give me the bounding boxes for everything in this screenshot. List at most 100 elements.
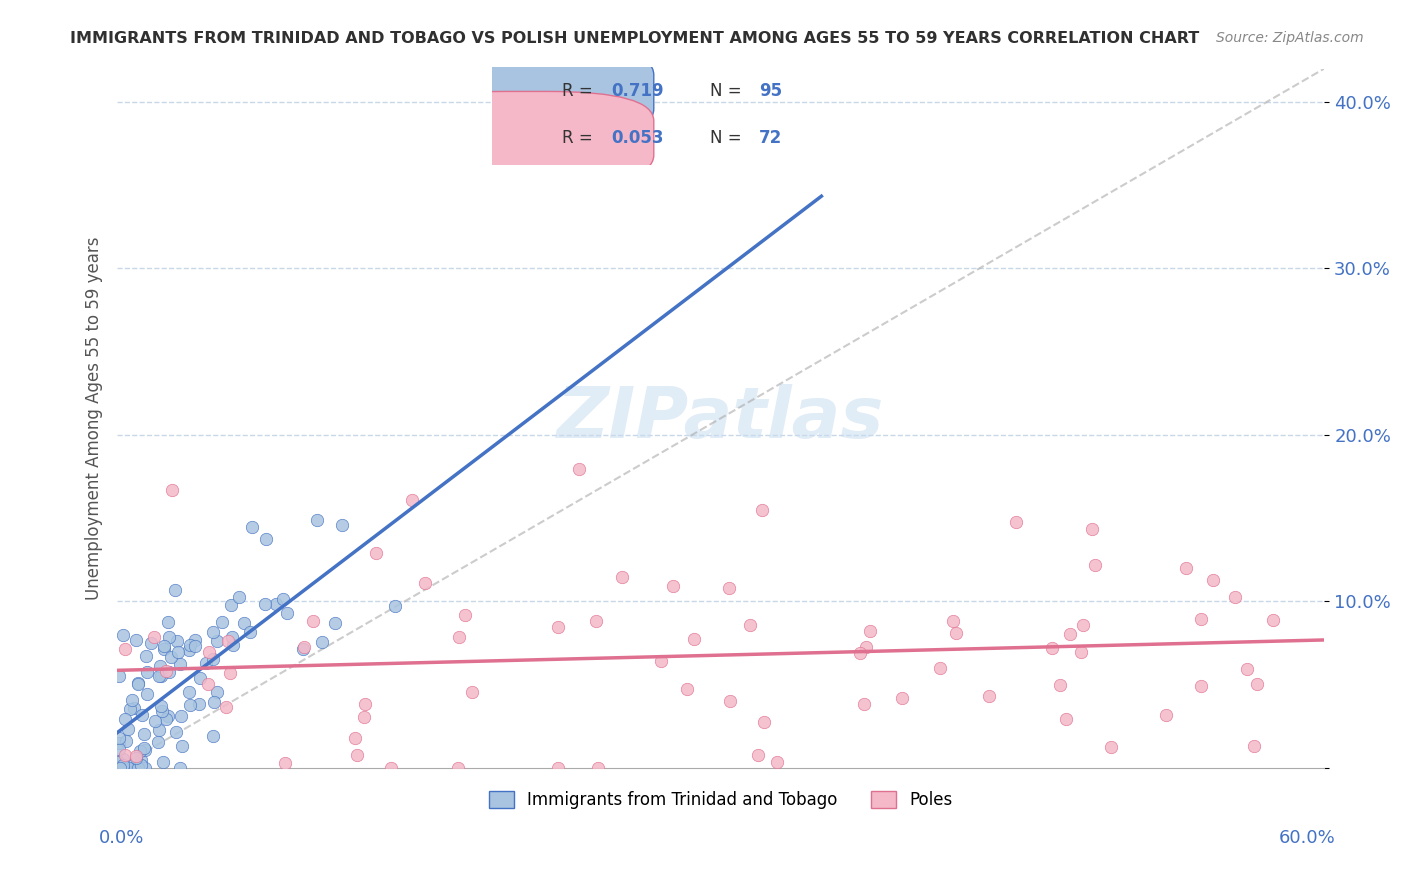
Point xyxy=(254,532,277,546)
Point xyxy=(751,503,773,517)
Text: 0.719: 0.719 xyxy=(612,82,664,101)
Point xyxy=(124,749,146,764)
Point xyxy=(1083,558,1105,573)
Point xyxy=(217,634,239,648)
Point xyxy=(179,698,201,712)
Point xyxy=(447,761,470,775)
Point xyxy=(125,751,148,765)
Point xyxy=(127,675,149,690)
Point xyxy=(202,695,225,709)
Point xyxy=(146,735,169,749)
Point xyxy=(855,640,877,654)
Point xyxy=(108,731,131,746)
Point xyxy=(1054,712,1077,726)
Point xyxy=(163,582,186,597)
Point xyxy=(112,758,135,772)
Point xyxy=(1099,739,1122,754)
Point xyxy=(169,709,191,723)
Point xyxy=(232,615,254,630)
FancyBboxPatch shape xyxy=(401,92,654,185)
Point xyxy=(129,758,152,772)
Point xyxy=(221,630,243,644)
Point xyxy=(449,630,471,644)
Text: N =: N = xyxy=(710,82,747,101)
Point xyxy=(153,641,176,656)
Point xyxy=(187,697,209,711)
Point xyxy=(118,761,141,775)
Point xyxy=(165,725,187,739)
Point xyxy=(291,641,314,656)
Point xyxy=(202,625,225,640)
Point xyxy=(207,685,229,699)
Point xyxy=(148,723,170,737)
Point xyxy=(179,638,201,652)
Point xyxy=(1080,522,1102,536)
Point xyxy=(353,697,375,711)
Point xyxy=(859,624,882,639)
Point xyxy=(264,597,287,611)
Point xyxy=(148,669,170,683)
Point xyxy=(150,698,173,713)
Point xyxy=(1049,678,1071,692)
Point xyxy=(1070,645,1092,659)
Point xyxy=(157,615,180,629)
Point xyxy=(311,634,333,648)
Point xyxy=(650,655,672,669)
Point xyxy=(108,669,131,683)
Point xyxy=(112,752,135,766)
Text: 60.0%: 60.0% xyxy=(1279,829,1336,847)
Point xyxy=(253,598,276,612)
Text: N =: N = xyxy=(710,128,747,146)
Point xyxy=(114,748,136,763)
Point xyxy=(977,689,1000,703)
Point xyxy=(207,634,229,648)
Point xyxy=(1223,590,1246,604)
Point xyxy=(117,722,139,736)
Point xyxy=(1189,679,1212,693)
Point xyxy=(675,682,697,697)
Point xyxy=(612,570,634,584)
Text: IMMIGRANTS FROM TRINIDAD AND TOBAGO VS POLISH UNEMPLOYMENT AMONG AGES 55 TO 59 Y: IMMIGRANTS FROM TRINIDAD AND TOBAGO VS P… xyxy=(70,31,1199,46)
Point xyxy=(929,661,952,675)
Point xyxy=(1202,574,1225,588)
Point xyxy=(194,657,217,671)
Point xyxy=(1040,641,1063,656)
Point xyxy=(240,520,263,534)
Point xyxy=(942,615,965,629)
Point xyxy=(108,742,131,756)
Point xyxy=(149,659,172,673)
Point xyxy=(222,638,245,652)
Point xyxy=(166,634,188,648)
Point xyxy=(211,615,233,629)
Point xyxy=(115,734,138,748)
Point xyxy=(155,712,177,726)
Point xyxy=(114,712,136,726)
Point xyxy=(125,761,148,775)
Point xyxy=(169,657,191,672)
Point xyxy=(122,761,145,775)
Point xyxy=(353,710,375,724)
Point xyxy=(343,731,366,746)
Point xyxy=(849,646,872,660)
Point xyxy=(945,626,967,640)
Point xyxy=(135,688,157,702)
Point xyxy=(188,672,211,686)
Point xyxy=(401,493,423,508)
Point xyxy=(184,640,207,654)
Point xyxy=(139,636,162,650)
Point xyxy=(122,700,145,714)
Point xyxy=(228,590,250,604)
Point xyxy=(129,753,152,767)
Point xyxy=(239,625,262,640)
Text: 72: 72 xyxy=(759,128,783,146)
Point xyxy=(547,620,569,634)
Point xyxy=(170,739,193,753)
FancyBboxPatch shape xyxy=(401,45,654,138)
Point xyxy=(110,761,132,775)
Point xyxy=(380,761,402,775)
Point xyxy=(121,693,143,707)
Point xyxy=(568,462,591,476)
Point xyxy=(132,740,155,755)
Legend: Immigrants from Trinidad and Tobago, Poles: Immigrants from Trinidad and Tobago, Pol… xyxy=(482,784,959,815)
Point xyxy=(586,761,609,775)
